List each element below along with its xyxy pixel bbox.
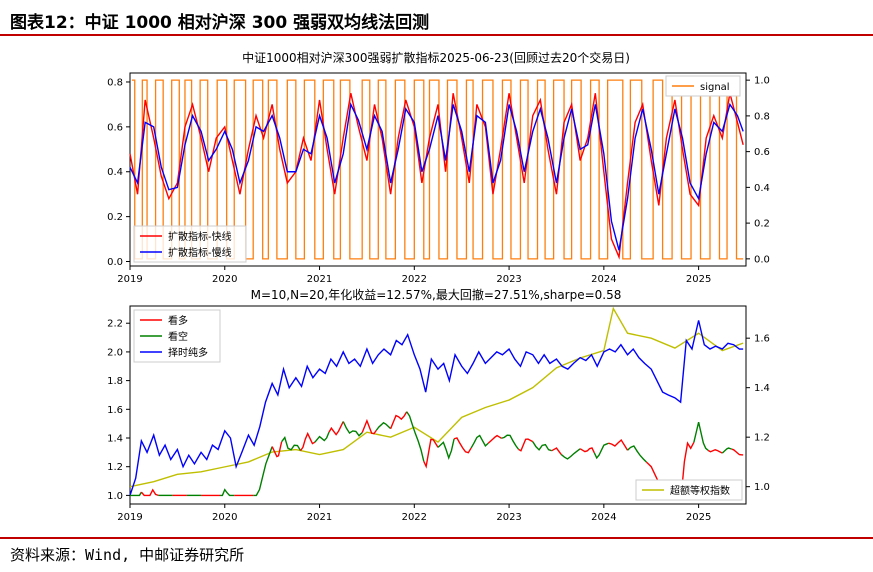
y-left-tick-label: 0.8 [107,77,123,88]
legend-slow-label: 扩散指标-慢线 [168,246,232,259]
source-note: 资料来源：Wind, 中邮证券研究所 [10,546,245,564]
footer-divider [0,537,873,539]
short-segment [693,422,709,451]
legend-timing-label: 择时纯多 [168,346,208,359]
figure-title: 图表12：中证 1000 相对沪深 300 强弱双均线法回测 [10,13,430,33]
fast-line [129,93,744,260]
x-tick-label: 2019 [117,512,142,523]
legend-short-label: 看空 [168,330,188,343]
short-segment [593,442,609,460]
short-segment [470,434,489,449]
x-tick-label: 2021 [307,274,332,285]
short-segment [532,441,552,452]
long-segment [731,448,744,456]
chart2-title: M=10,N=20,年化收益=12.57%,最大回撤=27.51%,sharpe… [251,287,622,302]
long-segment [389,411,408,429]
short-segment [281,436,302,451]
slow-line [129,102,744,251]
y-right-tick-label: 0.8 [754,111,770,122]
short-segment [437,438,455,460]
short-segment [406,411,425,462]
y-right-tick-label: 0.6 [754,147,770,158]
legend-diffusion: 扩散指标-快线 扩散指标-慢线 [133,225,247,263]
x-tick-label: 2020 [212,274,237,285]
y-left-tick-label: 0.0 [107,257,123,268]
chart1-plot-frame [129,72,747,267]
short-segment [560,448,581,460]
legend-excess: 超额等权指数 [635,479,743,501]
x-tick-label: 2023 [496,274,521,285]
diffusion-chart: 中证1000相对沪深300强弱扩散指标2025-06-23(回顾过去20个交易日… [107,50,770,285]
long-segment [300,431,316,452]
x-tick-label: 2025 [686,274,711,285]
long-segment [551,447,562,455]
y-right-tick-label: 1.0 [754,482,770,493]
y-left-tick-label: 1.2 [107,462,123,473]
excess-index-line [129,306,744,488]
legend-long-label: 看多 [168,314,188,327]
long-segment [140,488,159,497]
y-left-tick-label: 1.0 [107,491,123,502]
short-segment [375,421,392,431]
y-right-tick-label: 0.2 [754,219,770,230]
long-segment [707,449,723,454]
short-segment [342,421,363,437]
long-segment [453,437,472,454]
y-right-tick-label: 0.0 [754,254,770,265]
x-tick-label: 2024 [591,274,616,285]
short-segment [314,431,330,443]
y-left-tick-label: 1.6 [107,405,123,416]
short-segment [627,445,647,463]
y-right-tick-label: 1.6 [754,334,770,345]
legend-fast-label: 扩散指标-快线 [168,230,232,243]
y-right-tick-label: 0.4 [754,183,770,194]
x-tick-label: 2021 [307,512,332,523]
short-segment [501,434,520,450]
y-left-tick-label: 1.8 [107,376,123,387]
long-segment [361,418,377,435]
backtest-chart: M=10,N=20,年化收益=12.57%,最大回撤=27.51%,sharpe… [107,287,770,523]
y-right-tick-label: 1.0 [754,76,770,87]
legend-signal-label: signal [700,82,730,93]
y-right-tick-label: 1.2 [754,433,770,444]
title-divider [0,34,873,36]
short-segment [253,446,273,497]
long-segment [487,434,502,444]
y-left-tick-label: 0.4 [107,167,123,178]
y-left-tick-label: 1.4 [107,434,123,445]
long-segment [608,438,629,451]
y-right-tick-label: 1.4 [754,383,770,394]
x-tick-label: 2023 [496,512,521,523]
x-tick-label: 2019 [117,274,142,285]
x-tick-label: 2022 [402,512,427,523]
legend-excess-label: 超额等权指数 [670,484,730,497]
x-tick-label: 2020 [212,512,237,523]
short-segment [130,491,142,497]
timing-line [129,320,744,496]
y-left-tick-label: 0.2 [107,212,123,223]
y-left-tick-label: 0.6 [107,122,123,133]
short-segment [220,488,235,497]
long-segment [271,441,283,458]
x-tick-label: 2022 [402,274,427,285]
long-segment [328,421,344,436]
legend-signal: signal [665,75,741,97]
x-tick-label: 2025 [686,512,711,523]
chart2-plot-frame [129,305,747,505]
legend-strategy: 看多 看空 择时纯多 [133,309,221,363]
chart1-title: 中证1000相对沪深300强弱扩散指标2025-06-23(回顾过去20个交易日… [242,50,630,65]
long-segment [518,438,534,452]
long-segment [423,438,439,469]
short-segment [721,447,733,454]
x-tick-label: 2024 [591,512,616,523]
y-left-tick-label: 2.0 [107,347,123,358]
long-segment [579,447,596,454]
y-left-tick-label: 2.2 [107,319,123,330]
